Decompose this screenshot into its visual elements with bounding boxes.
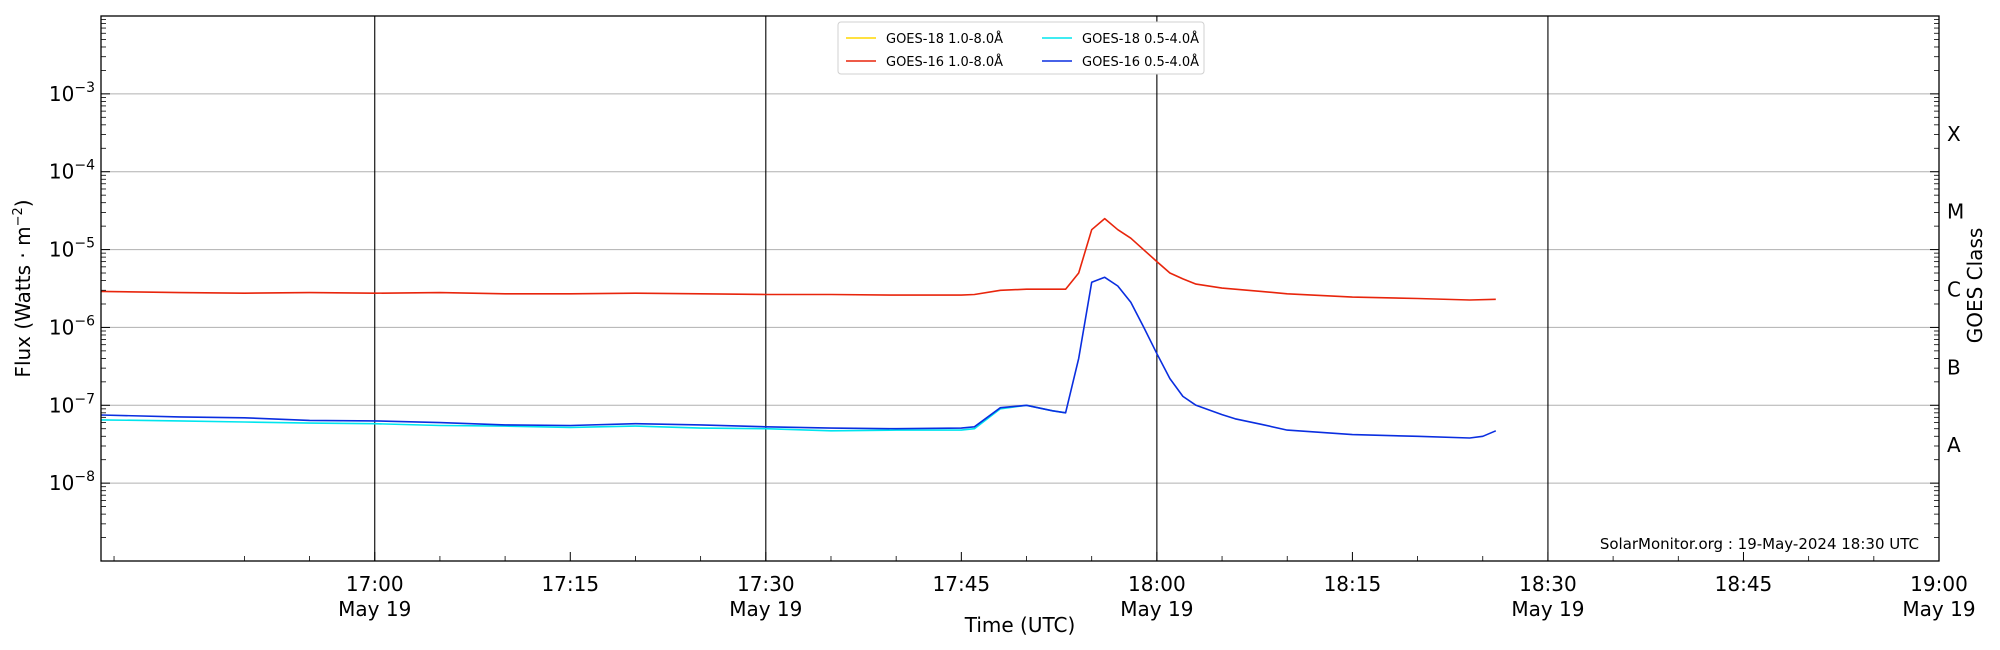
- goes-class-label: B: [1947, 355, 1961, 379]
- y-tick-label: 10−8: [49, 469, 95, 495]
- y-tick-base: 10: [49, 160, 74, 184]
- credit-text: SolarMonitor.org : 19-May-2024 18:30 UTC: [1600, 535, 1919, 553]
- plot-area-frame: [100, 15, 1940, 562]
- y-tick-base: 10: [49, 315, 74, 339]
- legend-box: [837, 21, 1205, 75]
- series-line: [100, 276, 1497, 439]
- x-tick-label: 17:45: [933, 572, 991, 596]
- x-tick-date-label: May 19: [1511, 597, 1584, 621]
- y-tick-exponent: −8: [74, 469, 95, 485]
- goes-class-label: A: [1947, 433, 1961, 457]
- y-tick-base: 10: [49, 238, 74, 262]
- series-line: [100, 217, 1496, 301]
- day-vertical-lines: [374, 16, 1549, 561]
- y-tick-base: 10: [49, 471, 74, 495]
- y-tick-exponent: −5: [74, 236, 95, 252]
- y-axis-label-close: ): [11, 199, 35, 207]
- y-axis-label-group: Flux (Watts · m−2): [11, 199, 35, 377]
- y-axis-label-main: Flux (Watts · m: [11, 226, 35, 377]
- x-tick-date-label: May 19: [1902, 597, 1975, 621]
- y-tick-label: 10−6: [49, 313, 95, 339]
- legend-entry-label: GOES-18 0.5-4.0Å: [1082, 31, 1199, 47]
- x-tick-label: 17:15: [541, 572, 599, 596]
- legend: GOES-18 1.0-8.0Å GOES-18 0.5-4.0Å GOES-16 …: [837, 21, 1205, 75]
- y-tick-label: 10−4: [49, 158, 95, 184]
- x-tick-label: 18:30: [1519, 572, 1577, 596]
- y-axis-label: Flux (Watts · m−2): [11, 199, 35, 377]
- y-tick-exponent: −3: [74, 80, 95, 96]
- y-tick-exponent: −6: [74, 313, 95, 329]
- y-tick-label: 10−7: [49, 391, 95, 417]
- y-tick-label: 10−3: [49, 80, 95, 106]
- x-tick-label: 19:00: [1910, 572, 1968, 596]
- x-tick-label: 17:00: [346, 572, 404, 596]
- goes-class-label: C: [1947, 278, 1961, 302]
- goes-class-label: X: [1947, 122, 1961, 146]
- x-tick-date-label: May 19: [729, 597, 802, 621]
- legend-entry-label: GOES-16 0.5-4.0Å: [1082, 54, 1199, 70]
- x-tick-date-label: May 19: [1120, 597, 1193, 621]
- goes-class-axis-label: GOES Class: [1963, 228, 1987, 344]
- series-line: [100, 404, 1066, 432]
- x-tick-label: 17:30: [737, 572, 795, 596]
- goes-class-label: M: [1947, 200, 1964, 224]
- y-tick-exponent: −7: [74, 391, 95, 407]
- x-tick-label: 18:00: [1128, 572, 1186, 596]
- legend-entry-label: GOES-16 1.0-8.0Å: [886, 54, 1003, 70]
- x-axis-label: Time (UTC): [964, 613, 1076, 637]
- x-tick-label: 18:45: [1715, 572, 1773, 596]
- legend-entry-label: GOES-18 1.0-8.0Å: [886, 31, 1003, 47]
- series-lines: [100, 217, 1497, 439]
- y-tick-exponent: −4: [74, 158, 95, 174]
- x-tick-label: 18:15: [1324, 572, 1382, 596]
- y-tick-base: 10: [49, 82, 74, 106]
- y-axis-label-exponent: −2: [11, 207, 26, 226]
- y-tick-label: 10−5: [49, 236, 95, 262]
- x-tick-date-label: May 19: [338, 597, 411, 621]
- y-tick-base: 10: [49, 393, 74, 417]
